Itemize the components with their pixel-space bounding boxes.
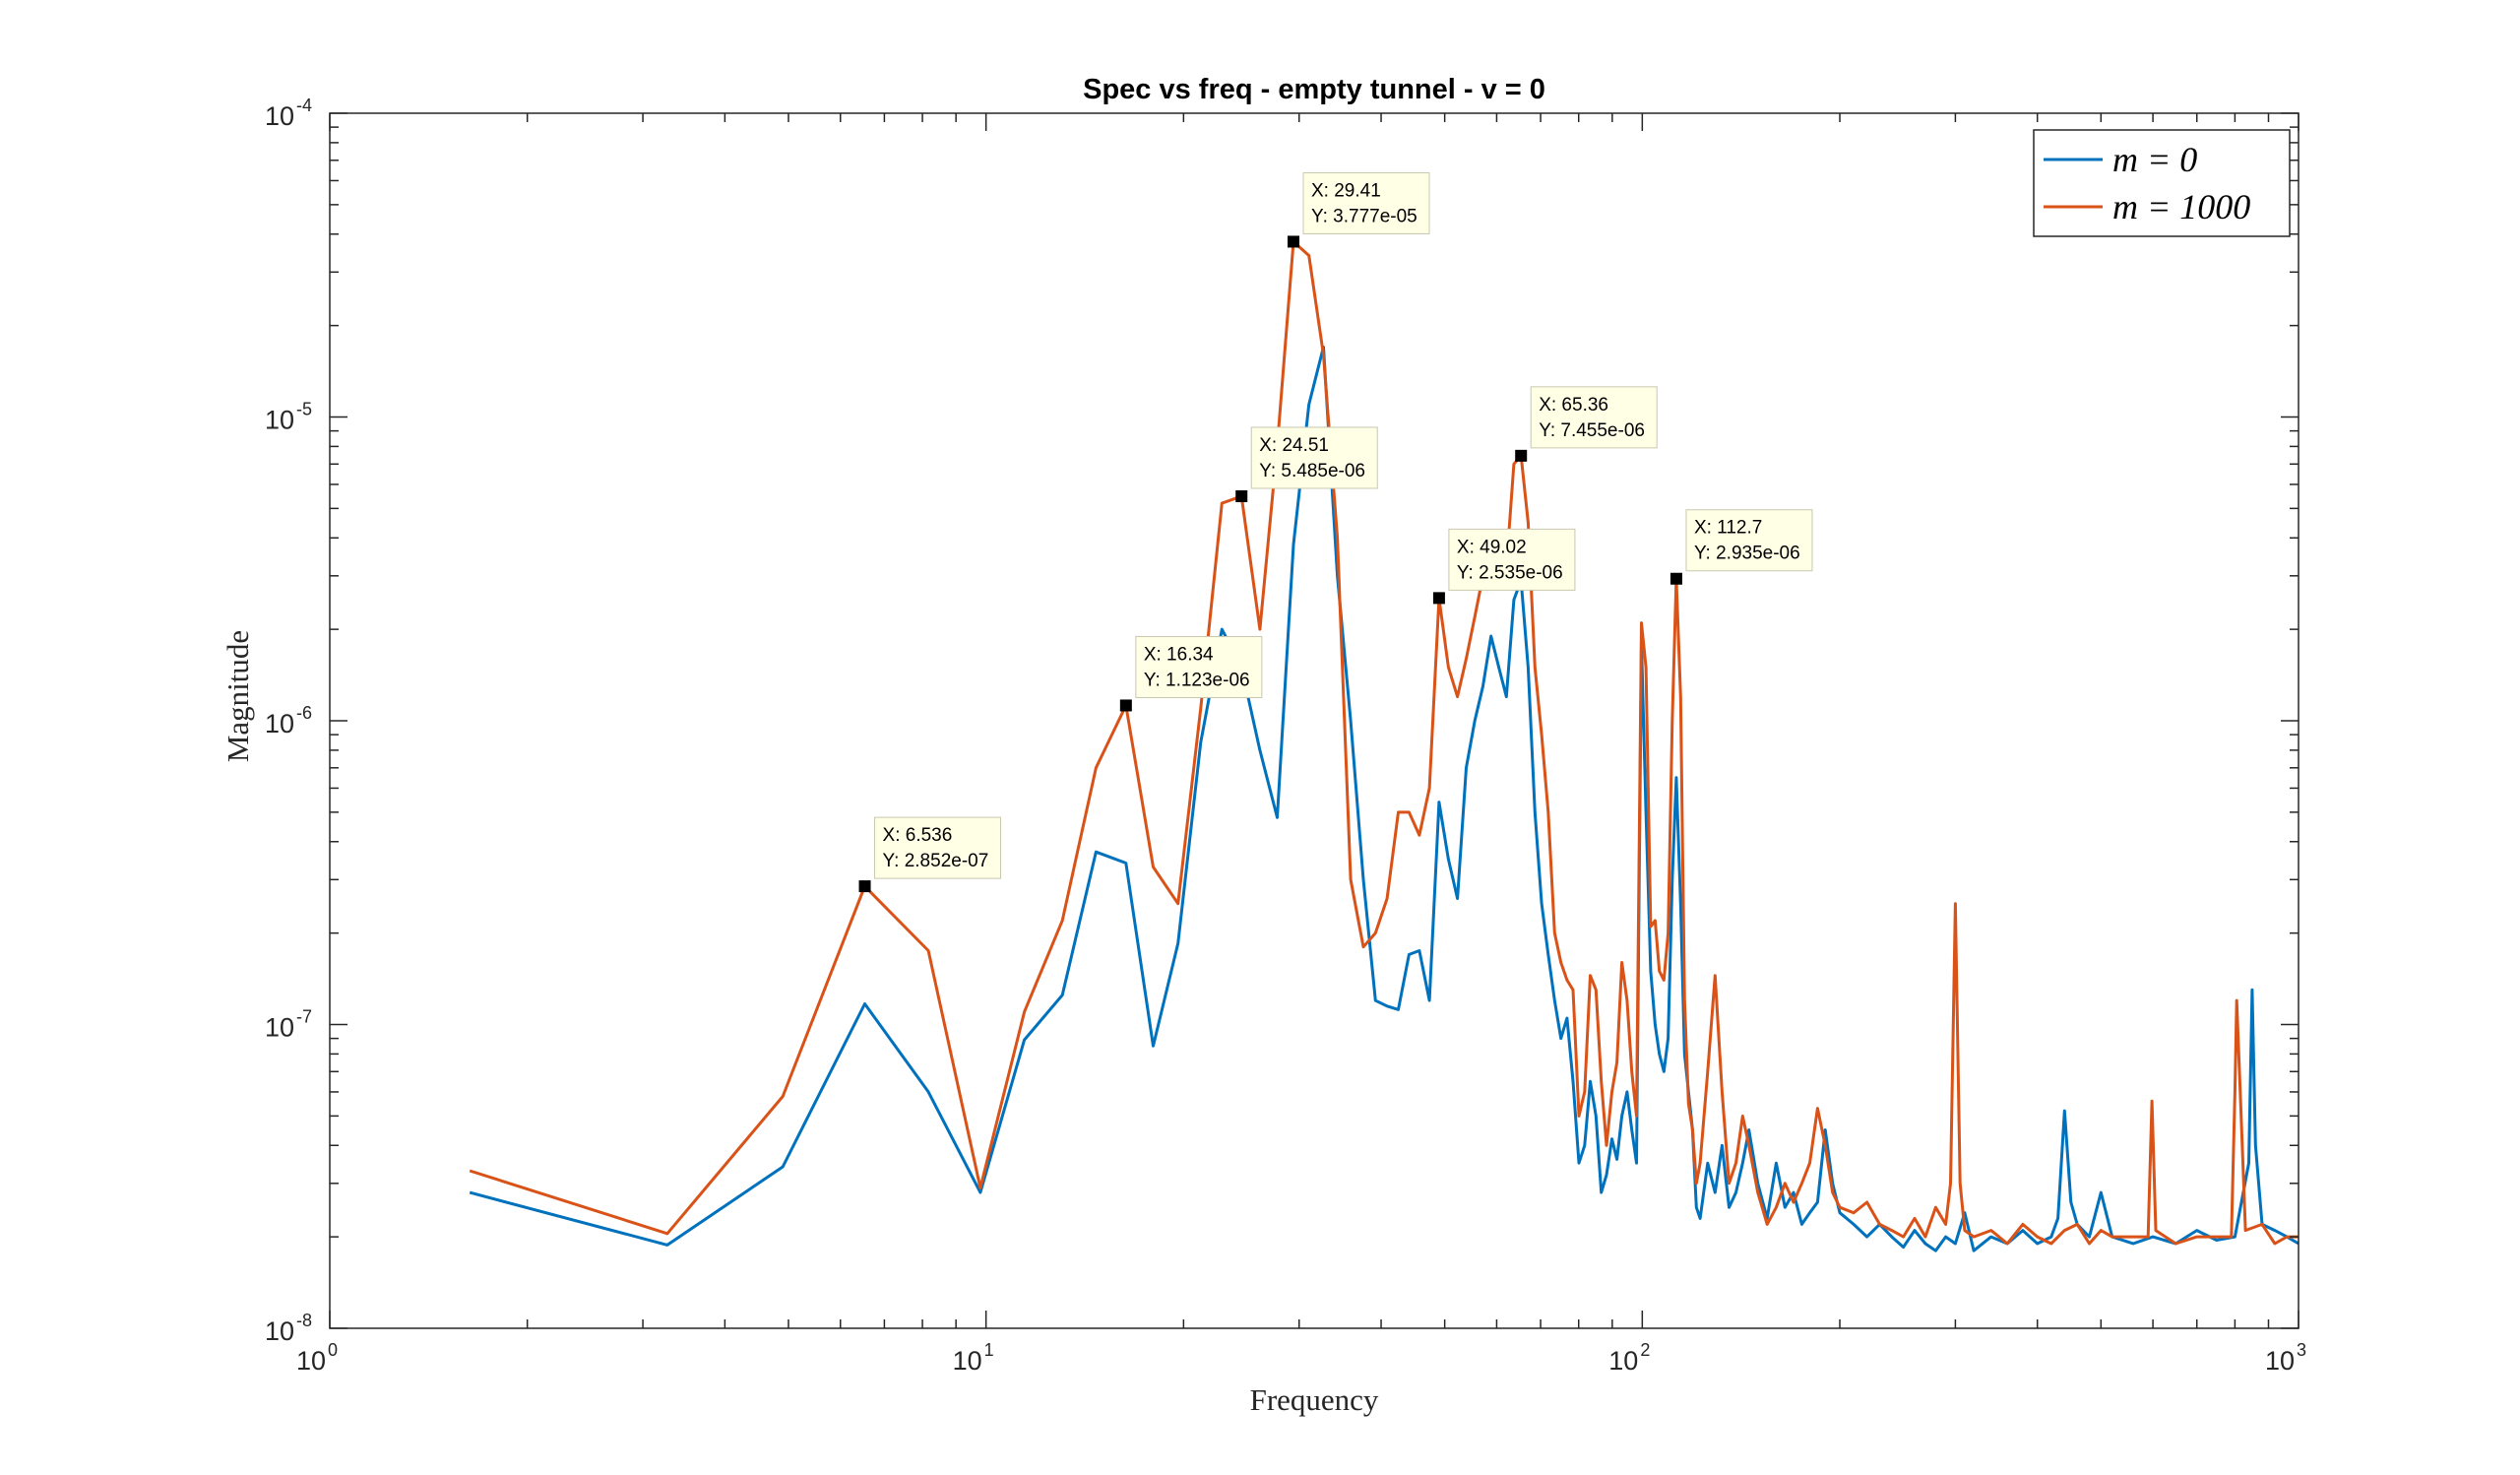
y-tick-exponent: -4 bbox=[296, 96, 312, 115]
datatip[interactable]: X: 24.51 Y: 5.485e-06 bbox=[1235, 426, 1378, 502]
x-tick-exponent: 0 bbox=[328, 1340, 338, 1360]
datatip-box bbox=[1135, 635, 1263, 698]
datatip-y-text: Y: 1.123e-06 bbox=[1144, 670, 1250, 690]
y-tick-label: 10 bbox=[265, 406, 294, 435]
datatip-layer: X: 6.536 Y: 2.852e-07 X: 16.34 Y: 1.123e-06… bbox=[858, 171, 1813, 893]
chart-title: Spec vs freq - empty tunnel - v = 0 bbox=[1083, 74, 1545, 105]
x-tick-label: 10 bbox=[2265, 1346, 2295, 1376]
datatip-x-text: X: 29.41 bbox=[1311, 180, 1381, 201]
y-tick-exponent: -6 bbox=[296, 703, 312, 723]
datatip-marker[interactable] bbox=[1515, 449, 1528, 462]
datatip-y-text: Y: 7.455e-06 bbox=[1539, 420, 1645, 441]
datatip-marker[interactable] bbox=[1287, 235, 1299, 248]
y-tick-exponent: -7 bbox=[296, 1007, 312, 1027]
datatip-marker[interactable] bbox=[1670, 572, 1682, 585]
datatip[interactable]: X: 16.34 Y: 1.123e-06 bbox=[1119, 635, 1263, 712]
x-tick-label: 10 bbox=[1608, 1346, 1638, 1376]
datatip-x-text: X: 49.02 bbox=[1457, 537, 1527, 557]
datatip[interactable]: X: 49.02 Y: 2.535e-06 bbox=[1432, 528, 1576, 605]
datatip-y-text: Y: 2.935e-06 bbox=[1694, 544, 1800, 564]
datatip-box bbox=[1448, 528, 1576, 591]
datatip-y-text: Y: 5.485e-06 bbox=[1259, 461, 1365, 481]
datatip-marker[interactable] bbox=[1432, 592, 1445, 605]
legend-label-1: m = 1000 bbox=[2112, 187, 2250, 226]
datatip-box bbox=[1302, 171, 1430, 234]
x-tick-label: 10 bbox=[296, 1346, 326, 1376]
y-tick-label: 10 bbox=[265, 101, 294, 131]
legend-label-0: m = 0 bbox=[2112, 140, 2197, 179]
x-tick-label: 10 bbox=[953, 1346, 982, 1376]
datatip[interactable]: X: 65.36 Y: 7.455e-06 bbox=[1515, 386, 1658, 462]
datatip[interactable]: X: 29.41 Y: 3.777e-05 bbox=[1287, 171, 1430, 248]
datatip-y-text: Y: 2.535e-06 bbox=[1457, 562, 1563, 583]
datatip-y-text: Y: 2.852e-07 bbox=[883, 851, 989, 871]
datatip-box bbox=[1250, 426, 1378, 489]
datatip-x-text: X: 24.51 bbox=[1259, 435, 1329, 456]
legend[interactable]: m = 0 m = 1000 bbox=[2033, 129, 2291, 237]
series-line-1 bbox=[469, 240, 2299, 1246]
y-tick-label: 10 bbox=[265, 1013, 294, 1043]
y-axis-label: Magnitude bbox=[220, 630, 255, 762]
legend-box bbox=[2033, 129, 2291, 237]
datatip-marker[interactable] bbox=[1235, 489, 1248, 502]
datatip-x-text: X: 6.536 bbox=[883, 825, 953, 846]
datatip-x-text: X: 65.36 bbox=[1539, 395, 1608, 416]
y-tick-label: 10 bbox=[265, 1316, 294, 1346]
datatip[interactable]: X: 112.7 Y: 2.935e-06 bbox=[1670, 509, 1813, 585]
x-tick-exponent: 1 bbox=[984, 1340, 994, 1360]
datatip-y-text: Y: 3.777e-05 bbox=[1311, 206, 1418, 226]
datatip-marker[interactable] bbox=[1119, 699, 1132, 712]
datatip-x-text: X: 112.7 bbox=[1694, 518, 1762, 539]
series-layer bbox=[469, 240, 2299, 1252]
x-tick-exponent: 3 bbox=[2297, 1340, 2306, 1360]
tick-layer: 10 0 10 1 10 2 10 310 -810 -710 -610 -510 -4 bbox=[265, 96, 2306, 1376]
plot-area bbox=[330, 113, 2299, 1328]
y-tick-exponent: -5 bbox=[296, 400, 312, 419]
series-line-0 bbox=[469, 345, 2299, 1252]
y-tick-label: 10 bbox=[265, 709, 294, 738]
x-axis-label: Frequency bbox=[1250, 1382, 1379, 1417]
plot-frame bbox=[329, 112, 2300, 1329]
x-tick-exponent: 2 bbox=[1640, 1340, 1650, 1360]
datatip-x-text: X: 16.34 bbox=[1144, 644, 1214, 665]
datatip[interactable]: X: 6.536 Y: 2.852e-07 bbox=[858, 816, 1002, 893]
y-tick-exponent: -8 bbox=[296, 1311, 312, 1330]
datatip-marker[interactable] bbox=[858, 880, 871, 893]
datatip-box bbox=[1530, 386, 1658, 449]
datatip-box bbox=[874, 816, 1002, 879]
datatip-box bbox=[1685, 509, 1813, 572]
